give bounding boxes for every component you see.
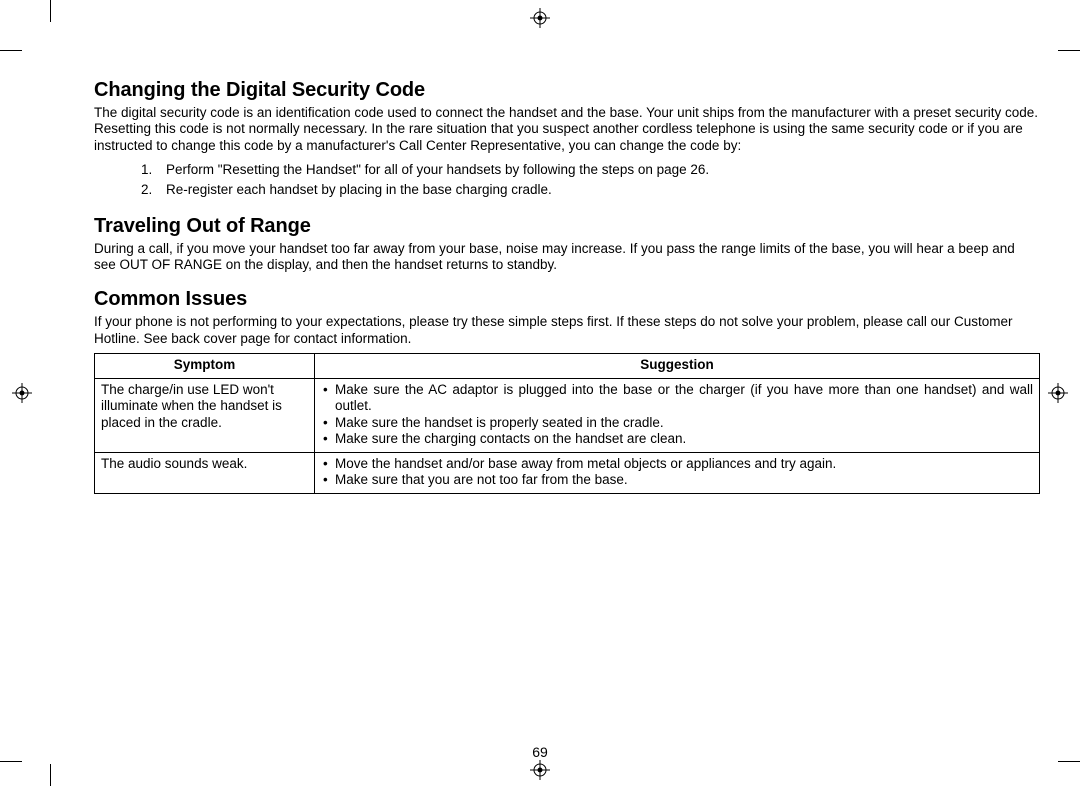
suggestion-list: Make sure the AC adaptor is plugged into… — [321, 382, 1033, 448]
registration-mark-icon — [1048, 383, 1068, 403]
page-number: 69 — [0, 744, 1080, 760]
table-header-row: Symptom Suggestion — [95, 354, 1040, 378]
crop-mark — [1058, 50, 1080, 51]
steps-list: Perform "Resetting the Handset" for all … — [156, 160, 1040, 199]
paragraph-common-issues: If your phone is not performing to your … — [94, 314, 1040, 347]
issues-table: Symptom Suggestion The charge/in use LED… — [94, 353, 1040, 493]
table-row: The audio sounds weak. Move the handset … — [95, 452, 1040, 493]
suggestion-item: Move the handset and/or base away from m… — [321, 456, 1033, 472]
cell-symptom: The charge/in use LED won't illuminate w… — [95, 378, 315, 452]
heading-security-code: Changing the Digital Security Code — [94, 78, 1040, 103]
heading-out-of-range: Traveling Out of Range — [94, 214, 1040, 239]
table-row: The charge/in use LED won't illuminate w… — [95, 378, 1040, 452]
cell-symptom: The audio sounds weak. — [95, 452, 315, 493]
paragraph-security-code: The digital security code is an identifi… — [94, 105, 1040, 154]
registration-mark-icon — [530, 8, 550, 28]
suggestion-list: Move the handset and/or base away from m… — [321, 456, 1033, 489]
suggestion-item: Make sure the AC adaptor is plugged into… — [321, 382, 1033, 415]
registration-mark-icon — [12, 383, 32, 403]
col-header-symptom: Symptom — [95, 354, 315, 378]
cell-suggestion: Move the handset and/or base away from m… — [315, 452, 1040, 493]
suggestion-item: Make sure the handset is properly seated… — [321, 415, 1033, 431]
step-item: Re-register each handset by placing in t… — [156, 180, 1040, 200]
crop-mark — [0, 50, 22, 51]
crop-mark — [50, 0, 51, 22]
step-item: Perform "Resetting the Handset" for all … — [156, 160, 1040, 180]
suggestion-item: Make sure that you are not too far from … — [321, 472, 1033, 488]
suggestion-item: Make sure the charging contacts on the h… — [321, 431, 1033, 447]
crop-mark — [50, 764, 51, 786]
registration-mark-icon — [530, 760, 550, 780]
crop-mark — [1058, 761, 1080, 762]
page-body: Changing the Digital Security Code The d… — [94, 78, 1040, 746]
cell-suggestion: Make sure the AC adaptor is plugged into… — [315, 378, 1040, 452]
col-header-suggestion: Suggestion — [315, 354, 1040, 378]
heading-common-issues: Common Issues — [94, 287, 1040, 312]
crop-mark — [0, 761, 22, 762]
paragraph-out-of-range: During a call, if you move your handset … — [94, 241, 1040, 274]
